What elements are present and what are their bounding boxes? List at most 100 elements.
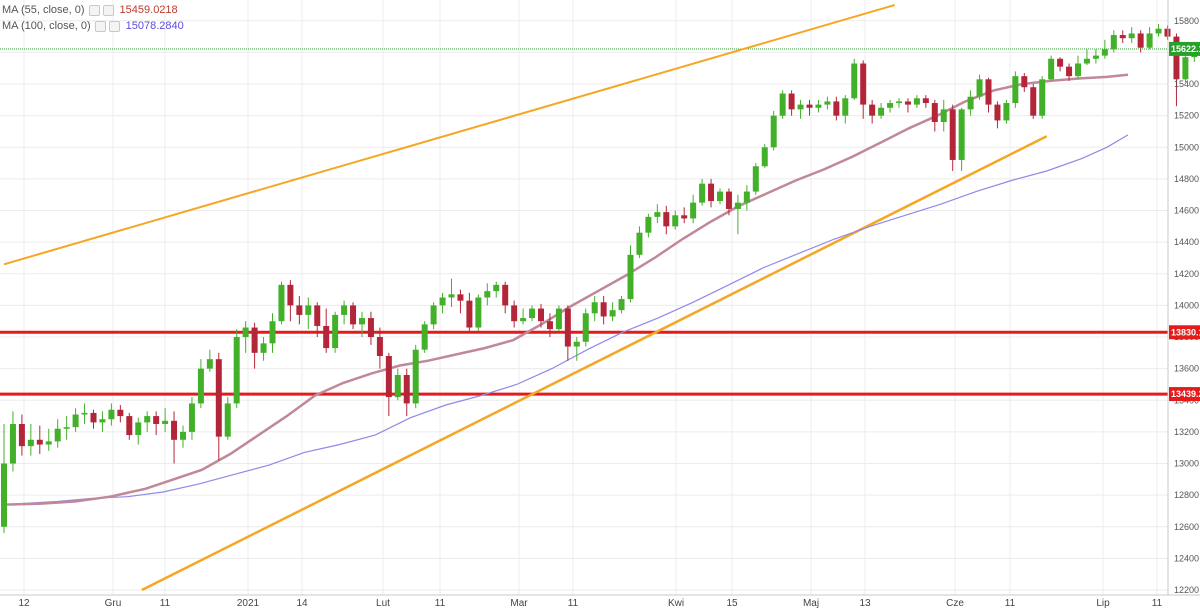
candle-body bbox=[520, 318, 527, 322]
candle-body bbox=[967, 96, 974, 110]
trendline bbox=[3, 4, 895, 266]
candle-body bbox=[54, 428, 61, 442]
horizontal-levels bbox=[0, 48, 1168, 396]
candle-body bbox=[788, 93, 795, 110]
candle-body bbox=[484, 291, 491, 298]
candle-body bbox=[403, 374, 410, 404]
y-tick-label: 14600 bbox=[1174, 206, 1199, 216]
moving-averages bbox=[3, 73, 1129, 506]
candle-body bbox=[1083, 58, 1090, 64]
candle-body bbox=[171, 420, 178, 440]
x-tick-label: 11 bbox=[1005, 598, 1016, 609]
legend-ma100[interactable]: MA (100, close, 0) 15078.2840 bbox=[2, 18, 184, 34]
candle-body bbox=[1155, 28, 1162, 34]
candle-body bbox=[636, 232, 643, 255]
candle-body bbox=[314, 305, 321, 326]
candle-body bbox=[1128, 33, 1135, 39]
price-badge-label: 15622.1 bbox=[1171, 44, 1200, 54]
candle-body bbox=[1182, 57, 1189, 80]
candle-body bbox=[743, 191, 750, 203]
candle-body bbox=[188, 403, 195, 432]
candle-body bbox=[511, 305, 518, 322]
candle-body bbox=[1048, 58, 1055, 80]
settings-icon[interactable] bbox=[88, 4, 100, 16]
trendline bbox=[141, 135, 1048, 592]
candle-body bbox=[618, 299, 625, 311]
candle-body bbox=[251, 327, 258, 353]
candle-body bbox=[546, 321, 553, 330]
candle-body bbox=[761, 147, 768, 167]
candle-body bbox=[215, 359, 222, 437]
candle-body bbox=[457, 294, 464, 301]
candle-body bbox=[1066, 66, 1073, 77]
candle-body bbox=[887, 103, 894, 108]
price-badge-label: 13830.1 bbox=[1171, 327, 1200, 337]
candle-body bbox=[448, 294, 455, 298]
price-badge bbox=[1169, 387, 1200, 402]
y-tick-label: 13000 bbox=[1174, 459, 1199, 469]
candle-body bbox=[242, 327, 249, 338]
candle-body bbox=[341, 305, 348, 315]
candle-body bbox=[645, 216, 652, 233]
candle-body bbox=[904, 101, 911, 105]
candle-body bbox=[591, 302, 598, 314]
candle-body bbox=[797, 104, 804, 110]
candle-body bbox=[931, 103, 938, 122]
candle-body bbox=[18, 423, 25, 447]
candle-body bbox=[708, 183, 715, 202]
candle-body bbox=[725, 191, 732, 209]
candle-body bbox=[153, 416, 160, 424]
candle-body bbox=[555, 308, 562, 330]
candle-body bbox=[869, 104, 876, 116]
x-tick-label: Lut bbox=[376, 598, 390, 609]
y-tick-label: 15400 bbox=[1174, 79, 1199, 89]
x-tick-label: Maj bbox=[803, 598, 819, 609]
candle-body bbox=[806, 104, 813, 108]
candle-body bbox=[385, 356, 392, 398]
candle-body bbox=[27, 439, 34, 447]
candle-body bbox=[851, 63, 858, 99]
candle-body bbox=[1092, 55, 1099, 59]
close-icon[interactable] bbox=[102, 4, 114, 16]
candle-body bbox=[162, 420, 169, 424]
candle-body bbox=[940, 109, 947, 122]
candle-body bbox=[269, 321, 276, 344]
candle-body bbox=[949, 109, 956, 160]
candle-body bbox=[296, 305, 303, 315]
candle-body bbox=[224, 403, 231, 437]
candle-body bbox=[180, 431, 186, 440]
candle-body bbox=[108, 409, 115, 420]
y-tick-label: 14800 bbox=[1174, 174, 1199, 184]
x-tick-label: Lip bbox=[1096, 598, 1110, 609]
candle-body bbox=[502, 284, 509, 306]
y-tick-label: 13600 bbox=[1174, 364, 1199, 374]
candle-body bbox=[144, 416, 151, 423]
x-tick-label: 11 bbox=[1152, 598, 1163, 609]
candle-body bbox=[1110, 35, 1117, 50]
candle-body bbox=[681, 215, 688, 219]
candle-body bbox=[878, 107, 885, 116]
candle-body bbox=[1173, 36, 1180, 80]
y-tick-label: 13200 bbox=[1174, 427, 1199, 437]
legend-ma55-value: 15459.0218 bbox=[119, 4, 178, 16]
close-icon[interactable] bbox=[108, 20, 120, 32]
legend-ma55[interactable]: MA (55, close, 0) 15459.0218 bbox=[2, 2, 184, 18]
settings-icon[interactable] bbox=[94, 20, 106, 32]
y-tick-label: 12200 bbox=[1174, 585, 1199, 595]
candle-body bbox=[439, 297, 446, 306]
x-tick-label: Gru bbox=[105, 598, 122, 609]
candle-body bbox=[206, 359, 213, 369]
x-tick-label: Kwi bbox=[668, 598, 684, 609]
candle-body bbox=[1, 463, 7, 527]
candle-body bbox=[126, 416, 133, 436]
candle-body bbox=[734, 202, 741, 209]
candle-body bbox=[63, 427, 70, 429]
candle-body bbox=[412, 349, 419, 404]
candle-body bbox=[976, 79, 983, 97]
candle-body bbox=[529, 308, 536, 319]
candle-body bbox=[690, 202, 697, 219]
candle-body bbox=[466, 300, 473, 328]
y-tick-label: 12800 bbox=[1174, 490, 1199, 500]
